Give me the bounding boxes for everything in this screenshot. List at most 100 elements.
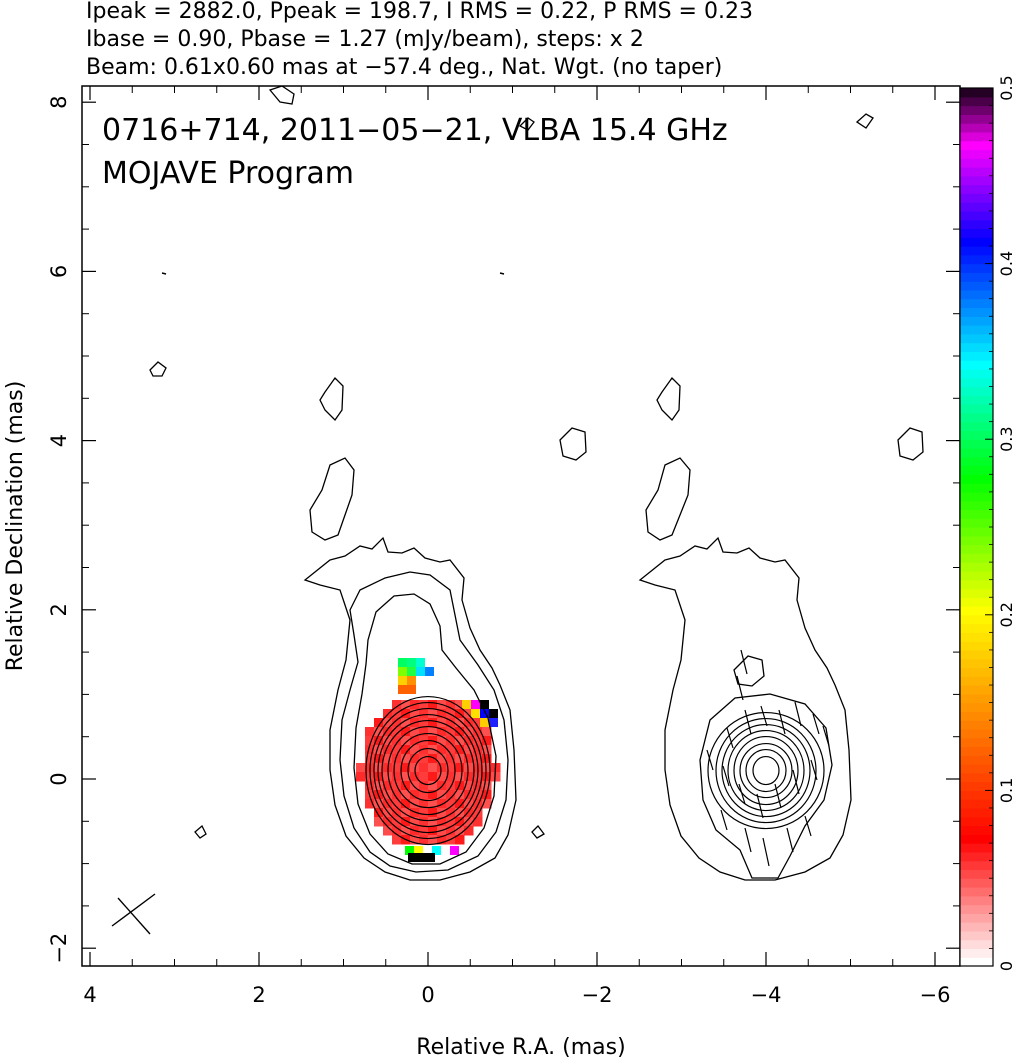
pol-pixel bbox=[428, 745, 438, 755]
colorbar-swatch bbox=[960, 360, 993, 370]
colorbar-swatch bbox=[960, 579, 993, 590]
stokes-i-contour bbox=[638, 536, 852, 881]
pol-edge-pixel bbox=[398, 658, 407, 667]
y-tick-label: 0 bbox=[47, 772, 71, 785]
pol-pixel bbox=[446, 808, 456, 818]
pol-pixel bbox=[428, 700, 438, 710]
pol-vector bbox=[736, 675, 744, 701]
core-contour bbox=[387, 725, 469, 816]
pol-pixel bbox=[419, 826, 429, 836]
colorbar: 0 0.1 0.2 0.3 0.4 0.5 bbox=[959, 75, 1016, 971]
colorbar-swatch bbox=[960, 386, 993, 396]
pol-pixel bbox=[410, 790, 420, 800]
pol-core-contour bbox=[752, 755, 780, 786]
contour-blob bbox=[559, 427, 587, 461]
contour-blob bbox=[733, 655, 765, 687]
pol-pixel bbox=[428, 790, 438, 800]
axis-ticks: 4 2 0 −2 −4 −6 −2 0 2 4 6 8 bbox=[47, 86, 960, 1007]
pol-pixel bbox=[464, 727, 474, 737]
pol-pixel bbox=[464, 817, 474, 827]
colorbar-swatch bbox=[960, 922, 993, 932]
colorbar-swatch bbox=[960, 377, 993, 388]
pol-pixel bbox=[365, 727, 375, 737]
pol-pixel bbox=[365, 745, 375, 755]
colorbar-swatch bbox=[960, 474, 993, 484]
pol-pixel bbox=[419, 718, 429, 728]
pol-vector bbox=[744, 827, 752, 853]
pol-pixel bbox=[482, 763, 492, 773]
colorbar-swatch bbox=[960, 210, 993, 221]
pol-pixel bbox=[365, 754, 375, 764]
pol-pixel bbox=[383, 745, 393, 755]
contour-blob bbox=[268, 86, 295, 105]
pol-pixel bbox=[410, 709, 420, 719]
colorbar-swatch bbox=[960, 746, 993, 756]
pol-pixel bbox=[374, 763, 384, 773]
pol-pixel bbox=[428, 826, 438, 836]
pol-pixel bbox=[392, 700, 402, 710]
pol-pixel bbox=[464, 745, 474, 755]
pol-pixel bbox=[437, 709, 447, 719]
pol-pixel bbox=[446, 763, 456, 773]
pol-vector bbox=[810, 759, 818, 781]
pol-edge-pixel bbox=[462, 700, 471, 709]
pol-pixel bbox=[401, 718, 411, 728]
core-contour bbox=[407, 747, 449, 794]
colorbar-swatch bbox=[960, 96, 993, 107]
pol-pixel bbox=[410, 817, 420, 827]
pol-pixel bbox=[374, 745, 384, 755]
core-contour bbox=[377, 713, 479, 828]
colorbar-swatch bbox=[960, 140, 993, 151]
pol-pixel bbox=[455, 826, 465, 836]
pol-pixel bbox=[374, 808, 384, 818]
colorbar-swatch bbox=[960, 588, 993, 598]
y-tick-label: 8 bbox=[47, 96, 71, 109]
y-tick-label: 2 bbox=[47, 603, 71, 616]
colorbar-swatch bbox=[960, 316, 993, 326]
pol-pixel bbox=[428, 754, 438, 764]
pol-pixel bbox=[428, 781, 438, 791]
colorbar-tick-label: 0 bbox=[997, 961, 1016, 971]
pol-pixel bbox=[455, 790, 465, 800]
colorbar-swatch bbox=[960, 570, 993, 581]
contour-blob bbox=[149, 361, 167, 377]
pol-edge-pixel bbox=[471, 700, 480, 709]
pol-pixel bbox=[473, 781, 483, 791]
pol-edge-pixel bbox=[407, 667, 416, 676]
pol-vector bbox=[756, 793, 764, 819]
core-contour bbox=[369, 701, 487, 840]
colorbar-swatch bbox=[960, 404, 993, 414]
pol-pixel bbox=[392, 790, 402, 800]
pol-pixel bbox=[464, 709, 474, 719]
core-contour bbox=[414, 755, 442, 786]
pol-pixel bbox=[401, 817, 411, 827]
contour-blob bbox=[645, 457, 691, 541]
colorbar-swatch bbox=[960, 219, 993, 230]
pol-pixel bbox=[392, 799, 402, 809]
colorbar-swatch bbox=[960, 948, 993, 958]
pol-pixel bbox=[446, 700, 456, 710]
pol-edge-pixel bbox=[471, 709, 480, 718]
pol-pixel bbox=[428, 835, 438, 845]
pol-pixel bbox=[383, 817, 393, 827]
pol-pixel bbox=[410, 835, 420, 845]
pol-edge-pixel bbox=[414, 846, 423, 855]
pol-pixel bbox=[392, 718, 402, 728]
pol-pixel bbox=[473, 817, 483, 827]
pol-pixel bbox=[473, 727, 483, 737]
pol-pixel bbox=[365, 736, 375, 746]
contour-blob bbox=[194, 824, 207, 839]
pol-vector bbox=[774, 783, 782, 809]
stokes-i-contour bbox=[339, 571, 509, 873]
pol-pixel bbox=[392, 727, 402, 737]
colorbar-swatch bbox=[960, 88, 993, 98]
pol-pixel bbox=[374, 790, 384, 800]
pol-pixel bbox=[482, 781, 492, 791]
pol-vector bbox=[794, 701, 802, 727]
colorbar-swatch bbox=[960, 939, 993, 950]
pol-vector bbox=[722, 765, 730, 787]
pol-pixel bbox=[437, 754, 447, 764]
pol-pixel bbox=[482, 727, 492, 737]
colorbar-swatch bbox=[960, 711, 993, 721]
core-contour bbox=[400, 739, 456, 802]
